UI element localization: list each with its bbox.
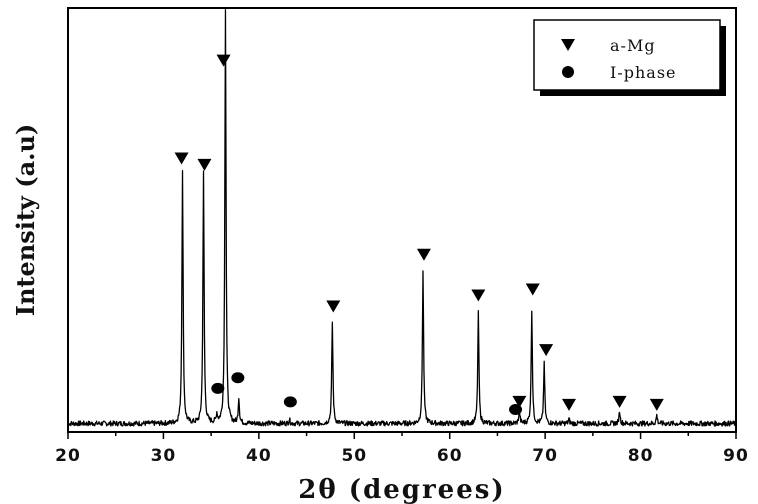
x-axis-ticks [67,432,737,439]
x-tick-label: 60 [437,446,463,466]
iphase-peak-marker [211,382,225,394]
amg-peak-marker [216,54,231,67]
amg-peak-marker [562,398,576,411]
phase-markers [174,54,664,416]
amg-peak-marker [174,152,189,165]
legend-triangle-icon [561,39,575,51]
amg-peak-marker [326,300,341,313]
iphase-peak-marker [231,372,245,384]
amg-peak-marker [649,398,664,411]
amg-peak-marker [612,395,627,408]
iphase-peak-marker [283,396,297,408]
x-tick-label: 50 [341,446,367,466]
legend-box [533,19,721,91]
x-tick-label: 40 [246,446,272,466]
legend-label-iphase: I-phase [610,63,677,82]
legend: a-Mg I-phase [533,19,726,96]
x-axis-title: 2θ (degrees) [298,475,505,504]
x-tick-label: 80 [628,446,654,466]
iphase-peak-marker [509,404,523,416]
legend-circle-icon [562,66,574,78]
amg-peak-marker [471,289,486,302]
y-axis-title: Intensity (a.u) [11,124,40,317]
xrd-pattern-line [67,8,737,427]
amg-peak-marker [525,283,540,296]
x-tick-label: 70 [532,446,558,466]
x-tick-label: 20 [55,446,81,466]
legend-label-amg: a-Mg [610,36,656,55]
x-axis-tick-labels: 20 30 40 50 60 70 80 90 [55,446,749,466]
amg-peak-marker [416,248,431,261]
amg-peak-marker [539,344,554,357]
x-tick-label: 90 [723,446,749,466]
amg-peak-marker [197,158,212,171]
amg-peak-marker [512,395,527,408]
x-tick-label: 30 [151,446,177,466]
